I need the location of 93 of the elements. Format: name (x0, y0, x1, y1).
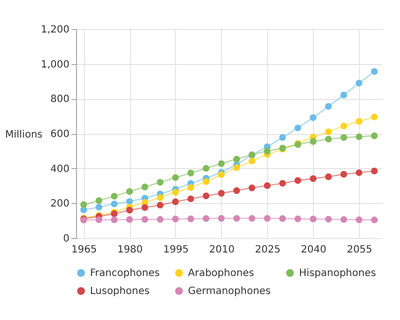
point (110, 216, 118, 224)
x-tick-label: 1995 (163, 244, 189, 256)
point (294, 124, 302, 132)
point (172, 174, 179, 181)
legend-label: Hispanophones (299, 268, 376, 279)
point (325, 173, 332, 180)
y-tick-label: 800 (50, 94, 70, 106)
legend-label: Francophones (90, 268, 160, 279)
point (310, 216, 317, 222)
point (370, 216, 378, 224)
point (340, 170, 348, 178)
point (110, 200, 118, 208)
point (356, 80, 362, 87)
point (141, 216, 148, 223)
y-tick-label: 200 (50, 198, 70, 210)
point (96, 197, 102, 204)
point (356, 118, 362, 125)
legend-label: Germanophones (188, 286, 271, 297)
point (248, 184, 256, 192)
point (233, 156, 240, 162)
point (187, 184, 194, 191)
point (294, 177, 302, 184)
point (325, 216, 332, 223)
point (310, 175, 317, 182)
point (202, 192, 210, 200)
point (310, 114, 317, 121)
y-tick-label: 600 (50, 129, 70, 140)
point (325, 102, 332, 110)
point (126, 216, 133, 223)
point (356, 169, 362, 176)
y-tick-label: 1,000 (40, 59, 70, 70)
point (218, 160, 225, 167)
point (264, 182, 271, 189)
point (370, 132, 378, 140)
point (294, 215, 302, 222)
point (370, 114, 378, 120)
point (110, 192, 118, 200)
point (233, 164, 240, 171)
x-tick-label: 2040 (300, 244, 326, 256)
point (187, 170, 194, 176)
point (310, 138, 317, 145)
point (96, 216, 102, 224)
point (264, 214, 271, 222)
point (172, 198, 179, 206)
point (279, 180, 286, 187)
point (340, 216, 348, 223)
point (325, 128, 332, 136)
point (370, 168, 378, 174)
point (340, 92, 348, 98)
point (279, 215, 286, 222)
point (126, 188, 133, 195)
y-tick-label: 0 (63, 234, 70, 244)
y-tick-label: 1,200 (40, 24, 70, 36)
point (156, 178, 164, 186)
point (340, 134, 348, 141)
point (218, 214, 225, 222)
point (325, 136, 332, 142)
x-tick-label: 2025 (255, 244, 280, 256)
point (141, 204, 148, 211)
point (233, 214, 240, 222)
point (126, 198, 133, 205)
point (264, 148, 271, 154)
x-tick-label: 2010 (209, 244, 235, 256)
y-tick-label: 400 (50, 164, 70, 175)
point (233, 187, 240, 194)
point (218, 190, 225, 197)
x-tick-label: 2055 (346, 244, 372, 256)
point (279, 134, 286, 141)
point (248, 158, 256, 164)
point (96, 204, 102, 211)
point (187, 195, 194, 202)
point (141, 184, 148, 190)
y-axis-title: Millions (5, 130, 42, 140)
point (202, 215, 210, 222)
point (202, 178, 210, 185)
point (172, 188, 179, 196)
x-tick-label: 1980 (117, 244, 143, 256)
point (356, 133, 362, 140)
point (248, 214, 256, 222)
point (80, 201, 88, 208)
x-tick-label: 1965 (71, 244, 97, 256)
point (187, 215, 194, 222)
point (202, 164, 210, 172)
point (370, 68, 378, 75)
legend-label: Arabophones (188, 268, 254, 279)
point (340, 122, 348, 130)
point (126, 206, 133, 214)
point (172, 216, 179, 222)
point (356, 216, 362, 224)
point (156, 202, 164, 208)
legend-label: Lusophones (90, 286, 150, 297)
point (156, 194, 164, 201)
point (156, 216, 164, 223)
